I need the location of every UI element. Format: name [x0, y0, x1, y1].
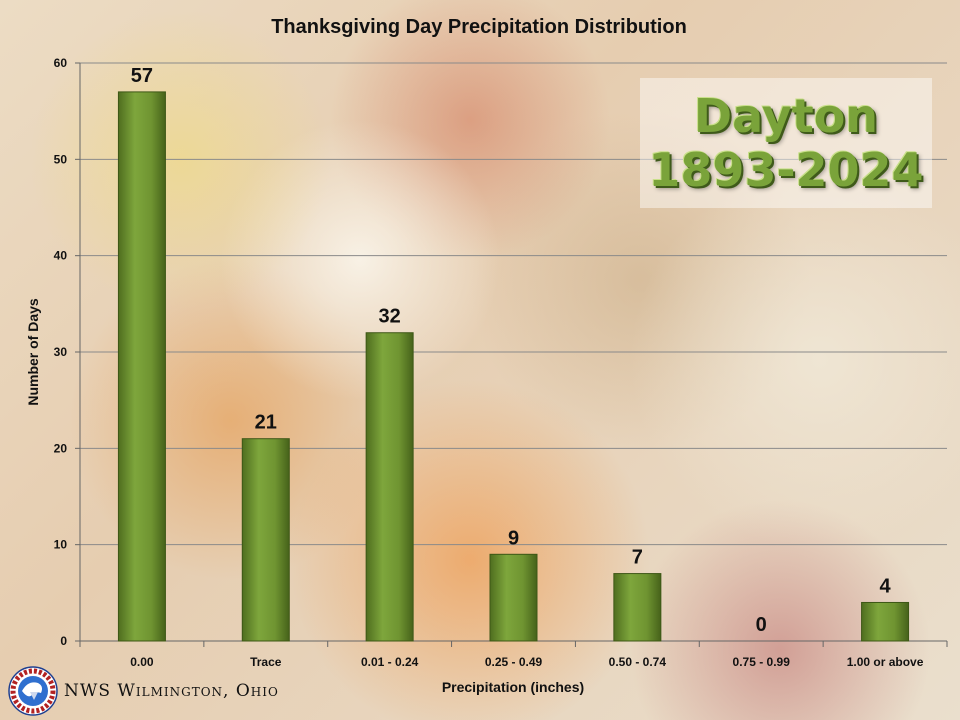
y-tick-label: 10 — [54, 538, 68, 552]
station-years: 1893-2024 — [648, 143, 924, 197]
x-tick-label: 0.25 - 0.49 — [485, 655, 543, 669]
y-tick-label: 50 — [54, 152, 68, 166]
office-name: NWS Wilmington, Ohio — [64, 681, 279, 701]
data-label: 9 — [508, 527, 519, 549]
nws-logo-icon — [8, 666, 58, 716]
data-label: 57 — [131, 65, 153, 87]
bar — [117, 91, 166, 642]
station-label-box: Dayton 1893-2024 — [640, 78, 932, 208]
bar — [489, 553, 538, 642]
x-tick-label: 0.75 - 0.99 — [733, 655, 791, 669]
x-tick-label: 0.00 — [130, 655, 154, 669]
x-axis-title: Precipitation (inches) — [442, 679, 584, 695]
x-tick-label: Trace — [250, 655, 282, 669]
y-tick-label: 60 — [54, 56, 68, 70]
y-tick-label: 30 — [54, 345, 68, 359]
bar — [241, 438, 290, 642]
data-label: 7 — [632, 547, 643, 569]
y-axis-title: Number of Days — [25, 298, 41, 406]
x-tick-label: 1.00 or above — [847, 655, 924, 669]
y-tick-label: 40 — [54, 249, 68, 263]
y-tick-label: 0 — [60, 634, 67, 648]
data-label: 32 — [379, 306, 401, 328]
bars — [117, 91, 910, 642]
footer: NWS Wilmington, Ohio — [8, 664, 279, 718]
x-tick-label: 0.01 - 0.24 — [361, 655, 419, 669]
x-tick-label: 0.50 - 0.74 — [609, 655, 667, 669]
data-label: 0 — [756, 614, 767, 636]
y-tick-label: 20 — [54, 441, 68, 455]
bar — [861, 601, 910, 642]
station-name: Dayton — [693, 89, 879, 143]
gridlines — [80, 62, 947, 546]
bar — [365, 332, 414, 642]
data-label: 21 — [255, 412, 277, 434]
data-label: 4 — [880, 575, 892, 597]
bar — [613, 573, 662, 642]
chart-title: Thanksgiving Day Precipitation Distribut… — [271, 16, 687, 38]
